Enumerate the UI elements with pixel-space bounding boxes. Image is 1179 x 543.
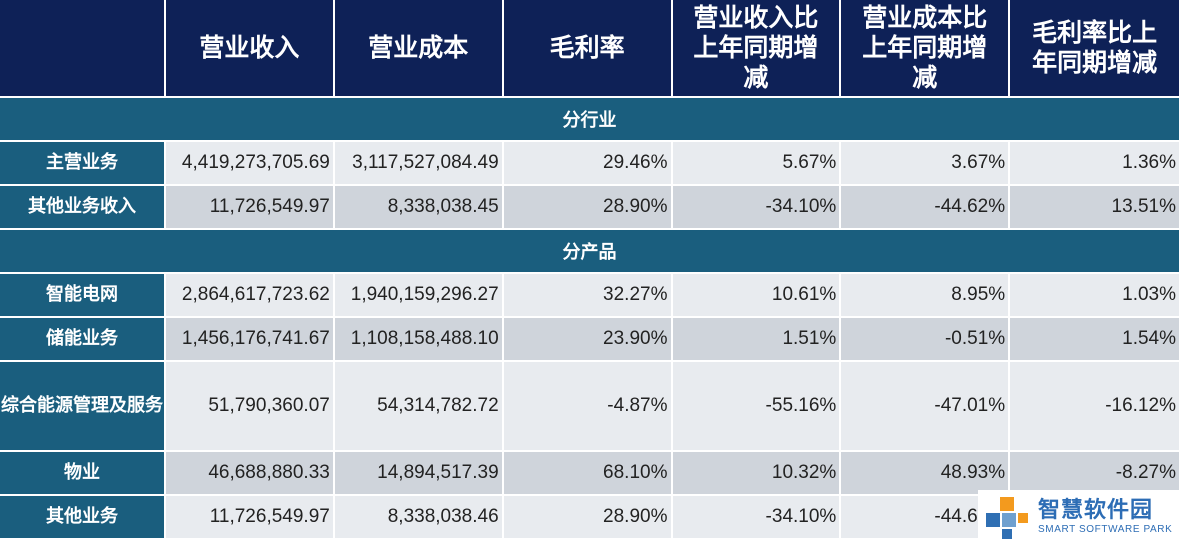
cell-cost-yoy: -47.01%: [841, 362, 1011, 452]
row-label: 物业: [0, 452, 167, 496]
cell-revenue: 11,726,549.97: [166, 186, 335, 230]
cell-margin-yoy: 1.03%: [1010, 274, 1179, 318]
cell-gross-margin: 68.10%: [503, 452, 673, 496]
cell-revenue: 11,726,549.97: [166, 496, 335, 540]
cell-margin-yoy: 1.54%: [1010, 318, 1179, 362]
cell-revenue: 46,688,880.33: [166, 452, 335, 496]
header-margin-yoy: 毛利率比上年同期增减: [1010, 0, 1179, 98]
cell-cost: 3,117,527,084.49: [334, 142, 504, 186]
cell-cost: 14,894,517.39: [334, 452, 504, 496]
cell-revenue: 2,864,617,723.62: [166, 274, 335, 318]
header-gross-margin: 毛利率: [503, 0, 673, 98]
cell-revenue-yoy: 1.51%: [672, 318, 842, 362]
section-title-product: 分产品: [0, 230, 1179, 274]
cell-cost-yoy: 8.95%: [841, 274, 1011, 318]
cell-revenue: 1,456,176,741.67: [166, 318, 335, 362]
cell-revenue-yoy: -34.10%: [672, 496, 842, 540]
table-row: 智能电网 2,864,617,723.62 1,940,159,296.27 3…: [0, 274, 1179, 318]
table-row: 主营业务 4,419,273,705.69 3,117,527,084.49 2…: [0, 142, 1179, 186]
section-row: 分行业: [0, 98, 1179, 142]
logo-mark-icon: [984, 493, 1032, 541]
cell-margin-yoy: -8.27%: [1010, 452, 1179, 496]
section-title-industry: 分行业: [0, 98, 1179, 142]
cell-revenue-yoy: 10.61%: [672, 274, 842, 318]
cell-margin-yoy: 1.36%: [1010, 142, 1179, 186]
header-corner: [0, 0, 167, 98]
header-cost: 营业成本: [334, 0, 504, 98]
row-label: 主营业务: [0, 142, 167, 186]
cell-gross-margin: 29.46%: [503, 142, 673, 186]
section-row: 分产品: [0, 230, 1179, 274]
row-label: 智能电网: [0, 274, 167, 318]
header-cost-yoy: 营业成本比上年同期增减: [841, 0, 1011, 98]
cell-gross-margin: 28.90%: [503, 186, 673, 230]
cell-cost: 1,940,159,296.27: [334, 274, 504, 318]
header-revenue-yoy: 营业收入比上年同期增减: [672, 0, 842, 98]
cell-margin-yoy: -16.12%: [1010, 362, 1179, 452]
cell-cost-yoy: -44.62%: [841, 186, 1011, 230]
table-row: 储能业务 1,456,176,741.67 1,108,158,488.10 2…: [0, 318, 1179, 362]
cell-revenue-yoy: -55.16%: [672, 362, 842, 452]
cell-revenue-yoy: 10.32%: [672, 452, 842, 496]
cell-margin-yoy: 13.51%: [1010, 186, 1179, 230]
logo-name-cn: 智慧软件园: [1038, 497, 1154, 523]
row-label: 储能业务: [0, 318, 167, 362]
cell-revenue-yoy: -34.10%: [672, 186, 842, 230]
table-row: 综合能源管理及服务 51,790,360.07 54,314,782.72 -4…: [0, 362, 1179, 452]
row-label: 其他业务收入: [0, 186, 167, 230]
cell-gross-margin: 32.27%: [503, 274, 673, 318]
table-row: 其他业务收入 11,726,549.97 8,338,038.45 28.90%…: [0, 186, 1179, 230]
cell-gross-margin: -4.87%: [503, 362, 673, 452]
logo-name-en: SMART SOFTWARE PARK: [1038, 523, 1173, 535]
cell-gross-margin: 23.90%: [503, 318, 673, 362]
cell-gross-margin: 28.90%: [503, 496, 673, 540]
cell-cost: 8,338,038.45: [334, 186, 504, 230]
header-revenue: 营业收入: [166, 0, 335, 98]
row-label: 综合能源管理及服务: [0, 362, 167, 452]
header-row: 营业收入 营业成本 毛利率 营业收入比上年同期增减 营业成本比上年同期增减 毛利…: [0, 0, 1179, 98]
cell-revenue: 51,790,360.07: [166, 362, 335, 452]
table-row: 物业 46,688,880.33 14,894,517.39 68.10% 10…: [0, 452, 1179, 496]
cell-cost-yoy: -0.51%: [841, 318, 1011, 362]
cell-cost-yoy: 48.93%: [841, 452, 1011, 496]
cell-cost: 8,338,038.46: [334, 496, 504, 540]
logo-text: 智慧软件园 SMART SOFTWARE PARK: [1038, 498, 1172, 536]
cell-revenue-yoy: 5.67%: [672, 142, 842, 186]
cell-cost: 54,314,782.72: [334, 362, 504, 452]
row-label: 其他业务: [0, 496, 167, 540]
watermark-logo: 智慧软件园 SMART SOFTWARE PARK: [978, 490, 1179, 543]
cell-cost: 1,108,158,488.10: [334, 318, 504, 362]
cell-cost-yoy: 3.67%: [841, 142, 1011, 186]
cell-revenue: 4,419,273,705.69: [166, 142, 335, 186]
